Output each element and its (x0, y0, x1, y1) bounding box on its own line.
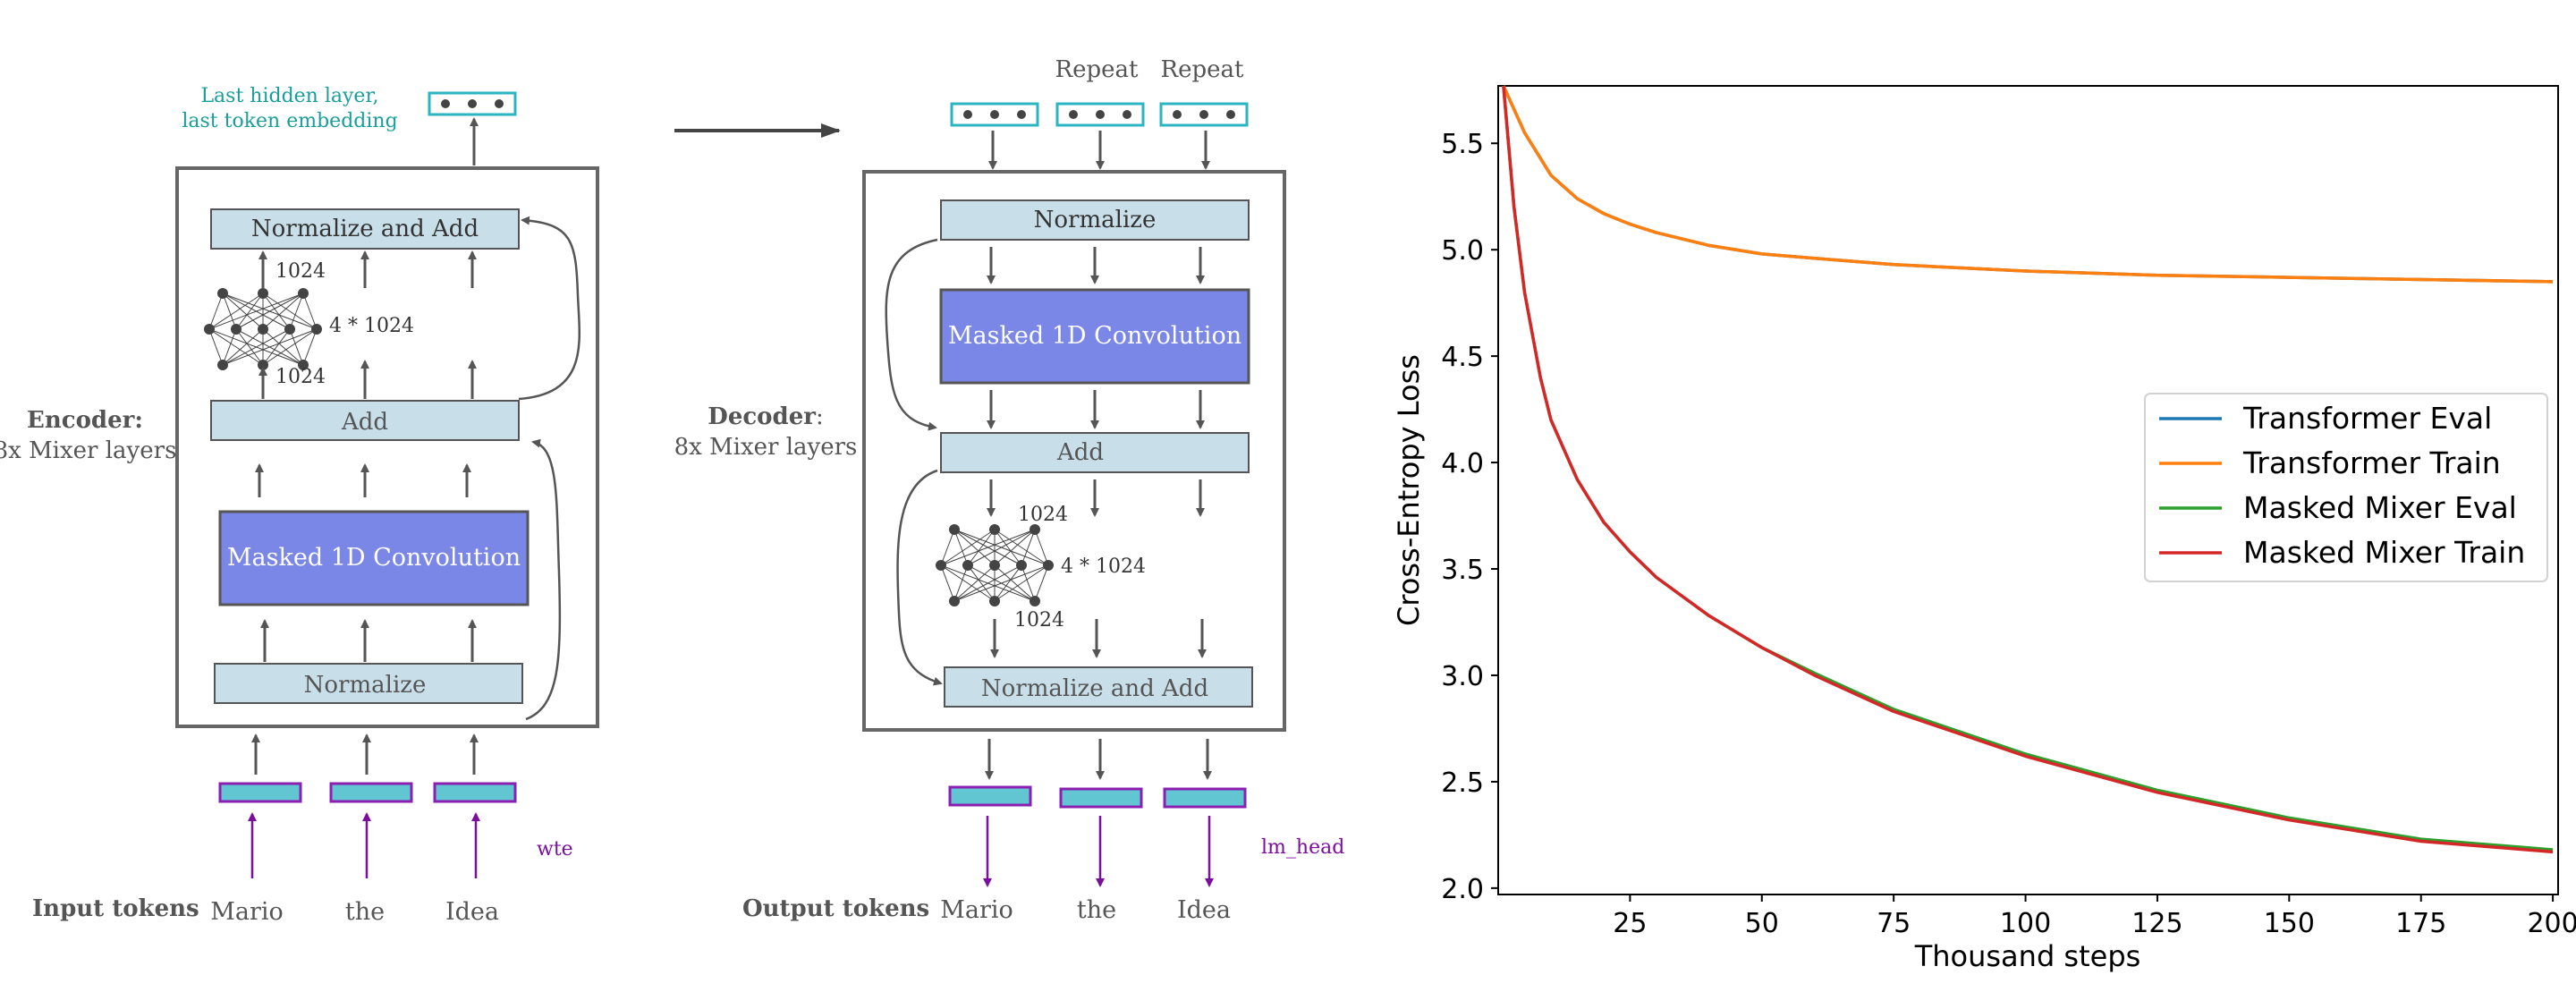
x-tick-label: 125 (2131, 908, 2182, 939)
y-tick-label: 3.0 (1441, 661, 1484, 692)
decoder-conv-label: Masked 1D Convolution (948, 322, 1241, 350)
decoder-embedding-copy-1 (950, 102, 1039, 127)
y-tick-label: 2.5 (1441, 767, 1484, 799)
chart-series (1502, 85, 2554, 854)
encoder-conv-box (218, 510, 530, 606)
legend-label-mixer-eval: Masked Mixer Eval (2243, 490, 2517, 525)
encoder-embedding-label-line2: last token embedding (182, 110, 397, 132)
decoder-conv-box (939, 288, 1250, 385)
y-tick-label: 2.0 (1441, 874, 1484, 905)
output-token-1: Mario (940, 896, 1013, 924)
encoder-add-box (210, 400, 520, 441)
output-token-3: Idea (1177, 896, 1231, 924)
input-token-2: the (345, 898, 385, 926)
chart-y-label: Cross-Entropy Loss (1392, 354, 1426, 626)
y-tick-label: 3.5 (1441, 555, 1484, 586)
decoder-normalize-box (940, 199, 1250, 241)
decoder-normalize-add-label: Normalize and Add (981, 675, 1208, 702)
decoder-side-label-colon: : (816, 403, 824, 430)
encoder-token-embedding-2 (329, 782, 413, 803)
decoder-embedding-copy-2 (1055, 102, 1145, 127)
encoder-token-embedding-1 (218, 782, 302, 803)
x-tick-label: 50 (1745, 908, 1779, 939)
encoder-conv-label: Masked 1D Convolution (227, 544, 521, 572)
encoder-side-label-bold: Encoder: (27, 407, 143, 434)
decoder-embedding-copy-3 (1159, 102, 1249, 127)
y-tick-label: 5.0 (1441, 235, 1484, 267)
decoder-dim-top: 1024 (1018, 504, 1068, 526)
encoder-dim-top: 1024 (275, 260, 326, 283)
y-tick-label: 4.5 (1441, 342, 1484, 373)
decoder-normalize-label: Normalize (1034, 207, 1157, 233)
decoder-side-label-bold: Decoder (708, 403, 816, 430)
decoder-side-label: 8x Mixer layers (674, 434, 858, 461)
encoder-dim-mid: 4 * 1024 (329, 315, 414, 337)
chart-legend-frame (2144, 393, 2548, 582)
encoder-stack-frame (175, 166, 599, 728)
chart-ticks: 25 50 75 100 125 150 175 200 2.0 2.5 3.0 3.5 4.0 4.5 5… (1441, 129, 2576, 939)
decoder-add-box (940, 432, 1250, 473)
x-tick-label: 100 (2000, 908, 2051, 939)
decoder-dim-bottom: 1024 (1014, 609, 1064, 632)
repeat-label-2: Repeat (1161, 56, 1244, 83)
output-token-2: the (1077, 896, 1116, 924)
encoder-normalize-box (214, 663, 523, 704)
svg-text:Decoder:: Decoder: (708, 403, 823, 430)
wte-label: wte (537, 838, 573, 861)
decoder-dim-mid: 4 * 1024 (1061, 555, 1146, 578)
legend-label-transformer-train: Transformer Train (2242, 445, 2501, 480)
encoder-normalize-add-label: Normalize and Add (251, 216, 479, 242)
legend-label-transformer-eval: Transformer Eval (2242, 401, 2492, 436)
input-token-3: Idea (445, 898, 499, 926)
decoder-normalize-add-box (944, 666, 1253, 708)
encoder-add-label: Add (341, 409, 388, 436)
decoder-diagram: Decoder: 8x Mixer layers Repeat Repeat N… (674, 56, 1345, 924)
encoder-feedforward-network (203, 287, 323, 371)
series-line-masked-mixer-train (1502, 85, 2554, 854)
x-tick-label: 75 (1877, 908, 1911, 939)
decoder-feedforward-network (935, 523, 1055, 607)
decoder-add-label: Add (1056, 439, 1104, 466)
encoder-normalize-add-box (210, 208, 520, 250)
y-tick-label: 4.0 (1441, 448, 1484, 479)
series-line-transformer-train (1502, 85, 2554, 284)
encoder-embedding-label-line1: Last hidden layer, (200, 85, 378, 107)
input-tokens-label: Input tokens (32, 895, 199, 922)
chart-legend: Transformer Eval Transformer Train Maske… (2144, 393, 2548, 582)
input-token-1: Mario (210, 898, 284, 926)
encoder-side-label: 8x Mixer layers (0, 437, 176, 464)
lm-head-label: lm_head (1261, 836, 1344, 859)
encoder-normalize-label: Normalize (304, 672, 427, 699)
decoder-token-output-3 (1163, 787, 1247, 809)
x-tick-label: 200 (2527, 908, 2576, 939)
chart-x-label: Thousand steps (1914, 939, 2141, 973)
x-tick-label: 25 (1613, 908, 1647, 939)
decoder-stack-frame (862, 170, 1286, 732)
encoder-token-embedding-3 (433, 782, 517, 803)
encoder-diagram: Encoder: 8x Mixer layers Last hidden lay… (0, 85, 599, 926)
encoder-dim-bottom: 1024 (275, 366, 326, 388)
x-tick-label: 175 (2395, 908, 2446, 939)
loss-chart: 25 50 75 100 125 150 175 200 2.0 2.5 3.0 3.5 4.0 4.5 5… (1392, 85, 2576, 973)
y-tick-label: 5.5 (1441, 129, 1484, 160)
decoder-token-output-1 (948, 785, 1032, 807)
x-tick-label: 150 (2264, 908, 2315, 939)
encoder-output-embedding (428, 91, 517, 116)
legend-label-mixer-train: Masked Mixer Train (2243, 535, 2525, 570)
output-tokens-label: Output tokens (742, 895, 929, 922)
repeat-label-1: Repeat (1055, 56, 1139, 83)
decoder-token-output-2 (1059, 787, 1143, 809)
